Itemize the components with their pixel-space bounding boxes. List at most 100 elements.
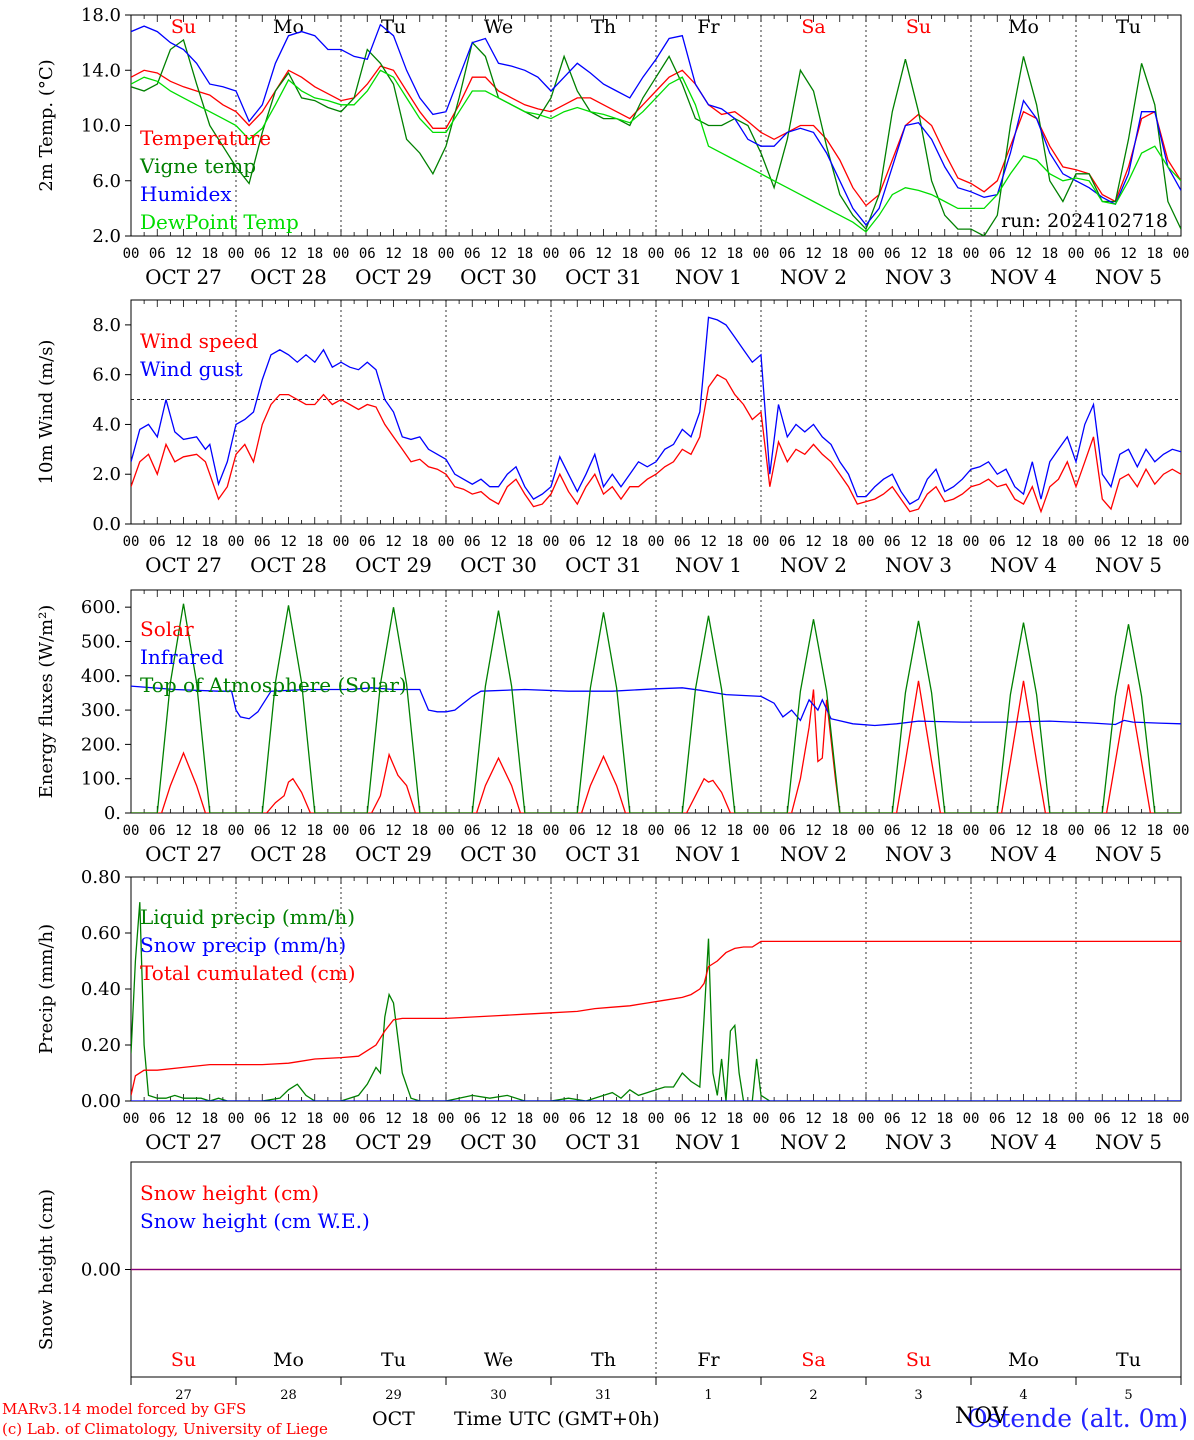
weekday-label: Th — [591, 1349, 616, 1371]
hour-tick-label: 06 — [989, 534, 1006, 550]
hour-tick-label: 06 — [674, 823, 691, 839]
legend-entry: Snow height (cm W.E.) — [140, 1209, 370, 1233]
hour-tick-label: 00 — [438, 534, 455, 550]
hour-tick-label: 06 — [884, 823, 901, 839]
hour-tick-label: 00 — [648, 246, 665, 262]
hour-tick-label: 00 — [543, 823, 560, 839]
hour-tick-label: 00 — [1068, 1111, 1085, 1127]
hour-tick-label: 18 — [1041, 534, 1058, 550]
y-tick-label: 6.0 — [92, 171, 121, 192]
hour-tick-label: 12 — [1015, 246, 1032, 262]
hour-tick-label: 12 — [595, 246, 612, 262]
hour-tick-label: 00 — [1068, 534, 1085, 550]
legend-entry: Top of Atmosphere (Solar) — [140, 673, 407, 697]
hour-tick-label: 00 — [963, 823, 980, 839]
hour-tick-label: 00 — [1173, 534, 1190, 550]
y-tick-label: 600. — [81, 597, 121, 618]
hour-tick-label: 06 — [884, 246, 901, 262]
series-line — [131, 373, 1181, 514]
series-line — [131, 38, 1181, 236]
hour-tick-label: 18 — [1041, 823, 1058, 839]
date-label: OCT 29 — [355, 553, 432, 577]
hour-tick-label: 18 — [306, 1111, 323, 1127]
y-axis-label: Precip (mm/h) — [36, 924, 57, 1054]
legend-entry: Temperature — [140, 126, 271, 150]
hour-tick-label: 06 — [464, 823, 481, 839]
day-number-label: 28 — [280, 1388, 297, 1403]
hour-tick-label: 18 — [936, 534, 953, 550]
hour-tick-label: 18 — [1146, 534, 1163, 550]
hour-tick-label: 18 — [621, 534, 638, 550]
date-label: OCT 31 — [565, 553, 642, 577]
hour-tick-label: 12 — [805, 534, 822, 550]
hour-tick-label: 12 — [280, 1111, 297, 1127]
hour-tick-label: 18 — [621, 823, 638, 839]
weekday-label: Th — [591, 16, 616, 38]
hour-tick-label: 06 — [254, 534, 271, 550]
date-label: NOV 5 — [1095, 842, 1162, 866]
hour-tick-label: 12 — [910, 1111, 927, 1127]
day-number-label: 3 — [914, 1388, 922, 1403]
hour-tick-label: 00 — [123, 1111, 140, 1127]
hour-tick-label: 00 — [858, 534, 875, 550]
y-tick-label: 200. — [81, 734, 121, 755]
weekday-label: Su — [171, 16, 196, 38]
hour-tick-label: 18 — [621, 1111, 638, 1127]
hour-tick-label: 06 — [149, 1111, 166, 1127]
weekday-label: Fr — [697, 1349, 720, 1371]
weekday-label: Su — [171, 1349, 196, 1371]
hour-tick-label: 06 — [569, 246, 586, 262]
weekday-label: Tu — [1116, 16, 1141, 38]
day-number-label: 31 — [595, 1388, 612, 1403]
hour-tick-label: 06 — [359, 1111, 376, 1127]
series-line — [131, 902, 1181, 1101]
hour-tick-label: 18 — [831, 823, 848, 839]
hour-tick-label: 00 — [648, 534, 665, 550]
date-label: OCT 31 — [565, 265, 642, 289]
hour-tick-label: 00 — [228, 534, 245, 550]
hour-tick-label: 12 — [910, 246, 927, 262]
hour-tick-label: 12 — [910, 823, 927, 839]
hour-tick-label: 12 — [175, 534, 192, 550]
weekday-label: Mo — [273, 1349, 304, 1371]
hour-tick-label: 06 — [464, 1111, 481, 1127]
hour-tick-label: 00 — [1173, 1111, 1190, 1127]
day-number-label: 2 — [809, 1388, 817, 1403]
date-label: NOV 3 — [885, 265, 952, 289]
legend-entry: Wind speed — [140, 329, 258, 353]
date-label: OCT 29 — [355, 1130, 432, 1154]
weekday-label: Sa — [801, 16, 825, 38]
date-label: OCT 30 — [460, 553, 537, 577]
hour-tick-label: 12 — [175, 1111, 192, 1127]
hour-tick-label: 06 — [779, 823, 796, 839]
hour-tick-label: 00 — [1068, 823, 1085, 839]
weekday-label: Tu — [1116, 1349, 1141, 1371]
legend-entry: DewPoint Temp — [140, 210, 299, 234]
date-label: OCT 27 — [145, 1130, 222, 1154]
hour-tick-label: 12 — [490, 1111, 507, 1127]
date-label: NOV 4 — [990, 1130, 1057, 1154]
lab-credit: (c) Lab. of Climatology, University of L… — [2, 1420, 328, 1438]
hour-tick-label: 18 — [726, 246, 743, 262]
hour-tick-label: 06 — [674, 534, 691, 550]
hour-tick-label: 12 — [1120, 534, 1137, 550]
hour-tick-label: 18 — [621, 246, 638, 262]
date-label: OCT 30 — [460, 842, 537, 866]
hour-tick-label: 18 — [1146, 823, 1163, 839]
series-line — [131, 603, 1181, 813]
hour-tick-label: 06 — [464, 246, 481, 262]
hour-tick-label: 00 — [858, 1111, 875, 1127]
day-number-label: 27 — [175, 1388, 192, 1403]
y-tick-label: 100. — [81, 769, 121, 790]
hour-tick-label: 06 — [569, 534, 586, 550]
hour-tick-label: 12 — [385, 1111, 402, 1127]
hour-tick-label: 00 — [123, 823, 140, 839]
hour-tick-label: 00 — [1068, 246, 1085, 262]
hour-tick-label: 06 — [464, 534, 481, 550]
hour-tick-label: 00 — [1173, 823, 1190, 839]
weekday-label: Mo — [1008, 16, 1039, 38]
day-number-label: 4 — [1019, 1388, 1027, 1403]
hour-tick-label: 06 — [1094, 246, 1111, 262]
day-number-label: 30 — [490, 1388, 507, 1403]
hour-tick-label: 00 — [438, 246, 455, 262]
